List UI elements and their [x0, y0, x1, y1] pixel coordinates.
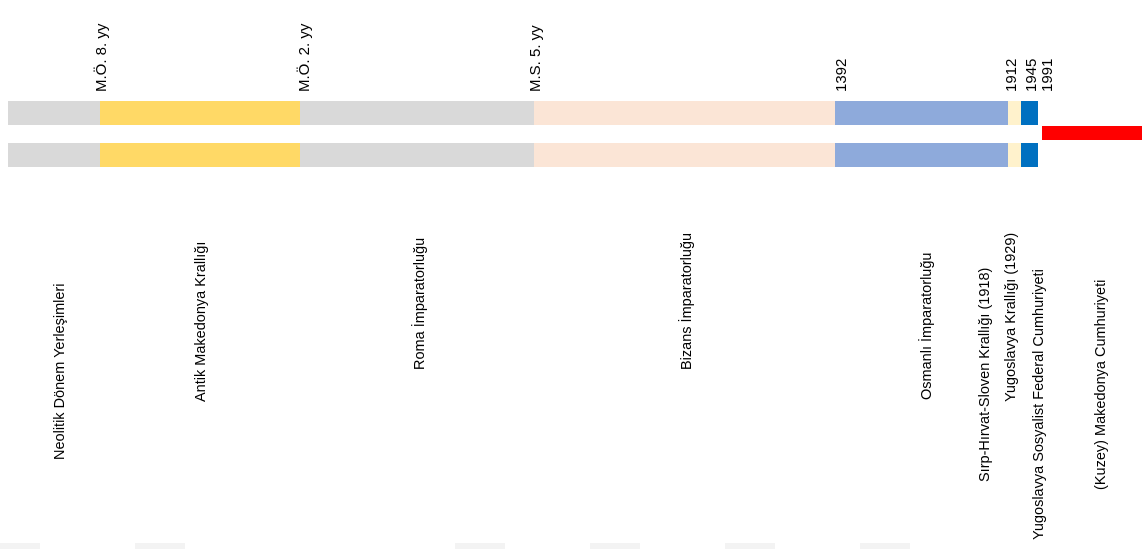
date-label: 1392 — [833, 58, 850, 92]
period-label: Yugoslavya Krallığı (1929) — [1003, 232, 1019, 402]
segment-ottoman-bottom — [835, 143, 1008, 167]
segment-byzantine-bottom — [534, 143, 835, 167]
decorative-fragment — [860, 543, 910, 549]
segment-macedon-top — [100, 101, 300, 125]
period-label: Sırp-Hırvat-Sloven Krallığı (1918) — [977, 267, 993, 482]
decorative-fragment — [725, 543, 775, 549]
segment-sfry-top — [1021, 101, 1038, 125]
date-label: M.S. 5. yy — [527, 25, 544, 92]
date-label: 1912 — [1003, 58, 1020, 92]
period-label: (Kuzey) Makedonya Cumhuriyeti — [1093, 279, 1109, 490]
segment-macedon-bottom — [100, 143, 300, 167]
date-label: 1991 — [1039, 58, 1056, 92]
period-label: Yugoslavya Sosyalist Federal Cumhuriyeti — [1031, 269, 1047, 540]
period-label: Bizans İmparatorluğu — [679, 232, 695, 370]
segment-kingdom-bottom — [1008, 143, 1021, 167]
date-label: M.Ö. 2. yy — [296, 23, 313, 92]
segment-byzantine-top — [534, 101, 835, 125]
current-period-arrow — [1042, 126, 1142, 140]
decorative-fragment — [135, 543, 185, 549]
period-label: Roma İmparatorluğu — [412, 237, 428, 370]
decorative-fragment — [590, 543, 640, 549]
segment-ottoman-top — [835, 101, 1008, 125]
segment-kingdom-top — [1008, 101, 1021, 125]
decorative-fragment — [0, 543, 40, 549]
segment-sfry-bottom — [1021, 143, 1038, 167]
segment-rome-top — [300, 101, 534, 125]
segment-neolithic-top — [8, 101, 100, 125]
date-label: M.Ö. 8. yy — [93, 23, 110, 92]
decorative-fragment — [455, 543, 505, 549]
segment-rome-bottom — [300, 143, 534, 167]
period-label: Osmanlı İmparatorluğu — [919, 252, 935, 400]
segment-neolithic-bottom — [8, 143, 100, 167]
period-label: Neolitik Dönem Yerleşimleri — [52, 283, 68, 461]
period-label: Antik Makedonya Krallığı — [193, 241, 209, 402]
date-label: 1945 — [1023, 58, 1040, 92]
